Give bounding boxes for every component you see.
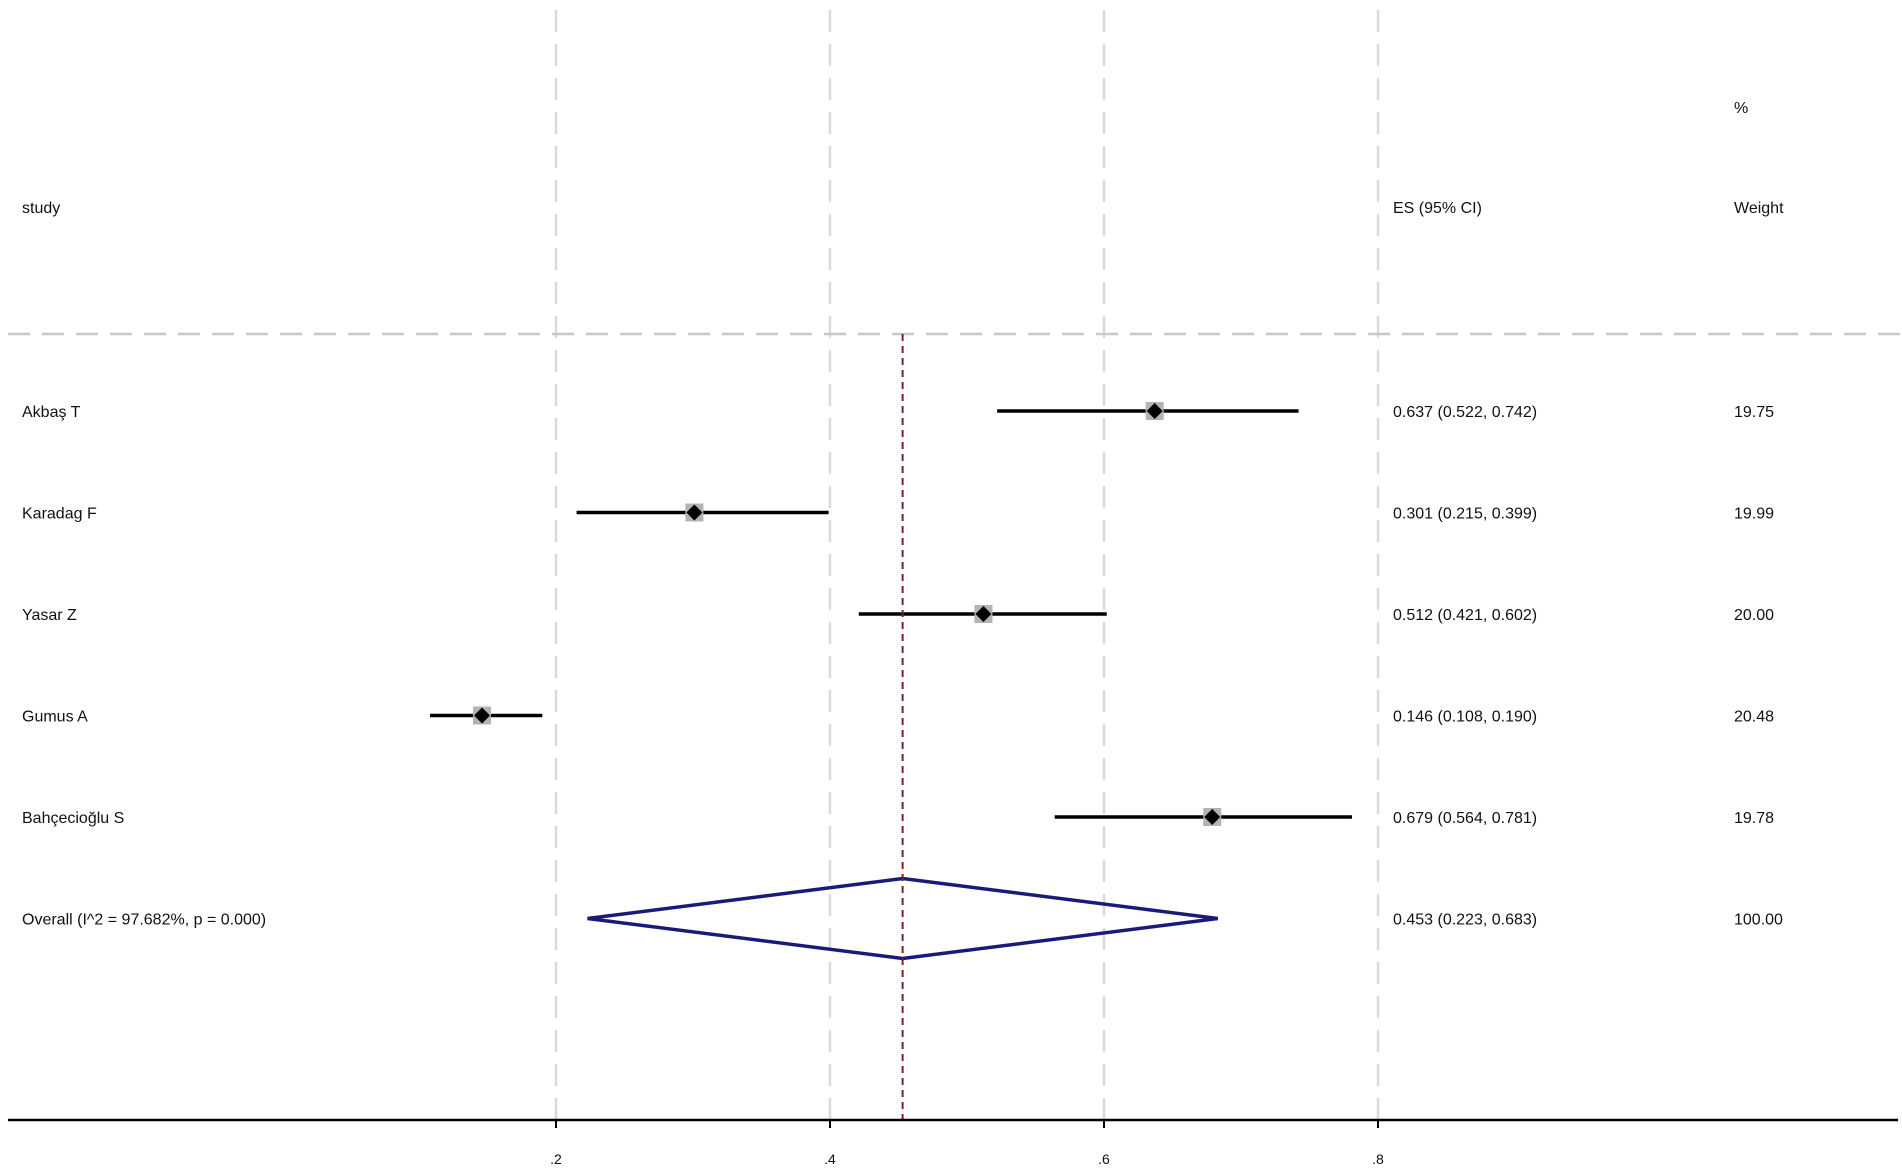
point-estimate-marker — [975, 606, 992, 622]
study-header: study — [22, 200, 60, 217]
es-ci-header: ES (95% CI) — [1393, 200, 1482, 217]
study-row: Bahçecioğlu S 0.679 (0.564, 0.781) 19.78 — [22, 808, 1774, 827]
overall-row: Overall (I^2 = 97.682%, p = 0.000) 0.453 … — [22, 876, 1783, 961]
study-row: Akbaş T 0.637 (0.522, 0.742) 19.75 — [22, 402, 1774, 421]
study-name: Akbaş T — [22, 404, 81, 421]
point-estimate-marker — [1146, 403, 1163, 419]
study-name: Bahçecioğlu S — [22, 810, 124, 827]
effect-size-ci: 0.301 (0.215, 0.399) — [1393, 506, 1537, 523]
overall-effect-size-ci: 0.453 (0.223, 0.683) — [1393, 912, 1537, 929]
study-weight: 19.75 — [1734, 404, 1774, 421]
x-tick-label: .8 — [1372, 1151, 1384, 1167]
study-weight: 20.00 — [1734, 607, 1774, 624]
point-estimate-marker — [1204, 809, 1221, 825]
study-name: Karadag F — [22, 506, 97, 523]
x-tick-label: .2 — [550, 1151, 562, 1167]
x-axis-ticks: .2 .4 .6 .8 — [550, 1120, 1384, 1167]
effect-size-ci: 0.146 (0.108, 0.190) — [1393, 709, 1537, 726]
x-tick-label: .4 — [824, 1151, 836, 1167]
effect-size-ci: 0.679 (0.564, 0.781) — [1393, 810, 1537, 827]
effect-size-ci: 0.637 (0.522, 0.742) — [1393, 404, 1537, 421]
point-estimate-marker — [474, 707, 491, 724]
study-name: Yasar Z — [22, 607, 77, 624]
point-estimate-marker — [686, 504, 703, 521]
study-weight: 20.48 — [1734, 709, 1774, 726]
study-row: Yasar Z 0.512 (0.421, 0.602) 20.00 — [22, 605, 1774, 624]
study-weight: 19.78 — [1734, 810, 1774, 827]
weight-header: Weight — [1734, 200, 1784, 217]
effect-size-ci: 0.512 (0.421, 0.602) — [1393, 607, 1537, 624]
overall-diamond — [587, 876, 1218, 961]
x-tick-label: .6 — [1098, 1151, 1110, 1167]
vertical-grid — [554, 10, 1380, 1120]
study-rows: Akbaş T 0.637 (0.522, 0.742) 19.75 Karadag … — [22, 402, 1774, 827]
study-weight: 19.99 — [1734, 506, 1774, 523]
weight-percent-header: % — [1734, 100, 1748, 117]
overall-weight: 100.00 — [1734, 912, 1783, 929]
study-row: Gumus A 0.146 (0.108, 0.190) 20.48 — [22, 706, 1774, 726]
study-row: Karadag F 0.301 (0.215, 0.399) 19.99 — [22, 503, 1774, 523]
overall-label: Overall (I^2 = 97.682%, p = 0.000) — [22, 912, 266, 929]
study-name: Gumus A — [22, 709, 88, 726]
